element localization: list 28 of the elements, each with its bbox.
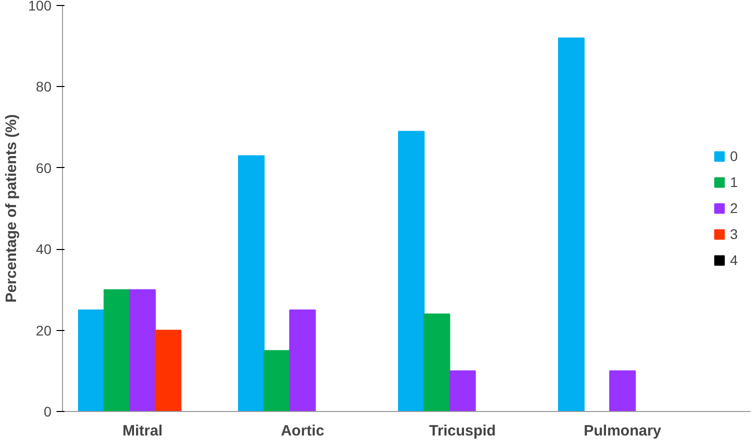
legend-label: 2 bbox=[730, 200, 739, 216]
bar bbox=[424, 314, 450, 412]
bar bbox=[154, 330, 182, 412]
x-tick-label: Pulmonary bbox=[584, 422, 662, 440]
y-tick-label: 100 bbox=[28, 0, 52, 14]
legend-label: 4 bbox=[730, 252, 739, 268]
bar bbox=[558, 37, 585, 412]
x-tick-label: Aortic bbox=[280, 422, 324, 440]
y-tick-label: 40 bbox=[36, 241, 52, 258]
bar bbox=[609, 370, 636, 412]
y-tick-label: 20 bbox=[36, 322, 52, 338]
y-tick-label: 80 bbox=[36, 78, 52, 95]
legend-label: 3 bbox=[730, 226, 739, 242]
x-tick-label: Mitral bbox=[122, 422, 163, 440]
bar bbox=[449, 370, 476, 412]
bar bbox=[104, 289, 130, 412]
x-tick-label: Tricuspid bbox=[429, 422, 496, 440]
bar bbox=[78, 310, 105, 412]
legend-label: 0 bbox=[730, 148, 739, 164]
y-tick-label: 60 bbox=[36, 160, 52, 176]
legend-label: 1 bbox=[730, 174, 739, 190]
y-tick-label: 0 bbox=[44, 404, 52, 420]
bar bbox=[238, 155, 265, 412]
bar bbox=[398, 130, 425, 412]
y-axis-title: Percentage of patients (%) bbox=[3, 114, 20, 303]
bar bbox=[264, 350, 290, 412]
bar bbox=[129, 289, 156, 412]
bar bbox=[289, 310, 316, 412]
